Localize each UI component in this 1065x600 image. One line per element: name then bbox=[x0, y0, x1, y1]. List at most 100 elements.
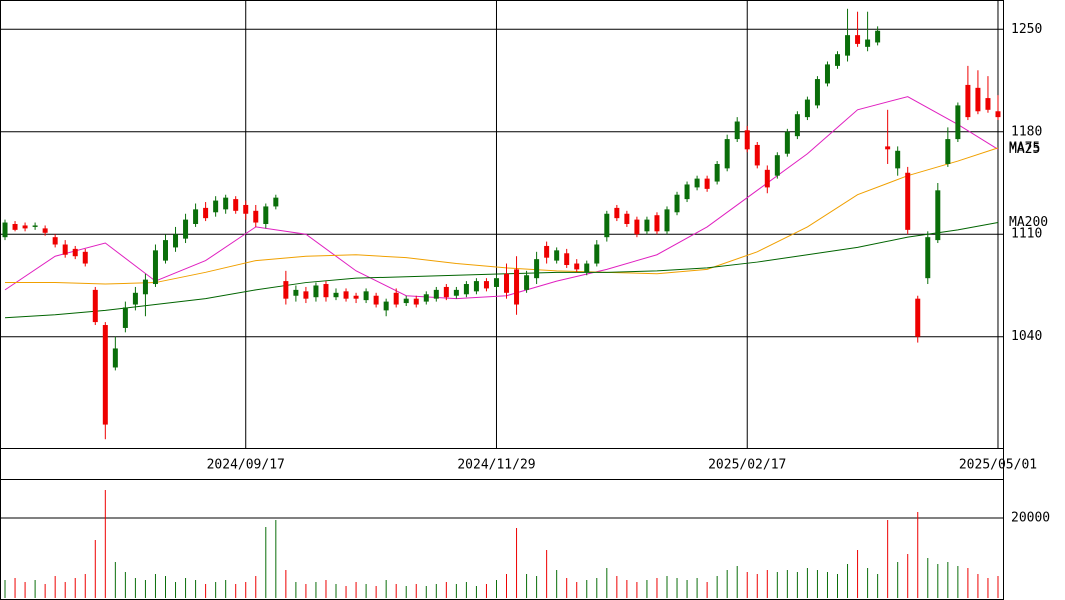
candle-body bbox=[804, 99, 810, 118]
candle-body bbox=[824, 64, 830, 84]
candle-body bbox=[203, 207, 209, 219]
candle-body bbox=[273, 197, 279, 207]
x-tick-label: 2025/05/01 bbox=[959, 458, 1037, 473]
candle-body bbox=[865, 39, 871, 47]
x-tick-label: 2025/02/17 bbox=[708, 458, 786, 473]
ma-label: MA200 bbox=[1009, 215, 1048, 230]
candle-body bbox=[835, 54, 841, 66]
candle-body bbox=[433, 289, 439, 299]
candle-body bbox=[233, 199, 239, 211]
candle-body bbox=[634, 219, 640, 235]
candle-body bbox=[493, 278, 499, 287]
candle-body bbox=[162, 240, 168, 261]
candle-body bbox=[353, 295, 359, 299]
candle-body bbox=[694, 178, 700, 188]
candle-body bbox=[885, 146, 891, 150]
candle-body bbox=[112, 348, 118, 368]
candle-body bbox=[855, 35, 861, 44]
candle-body bbox=[142, 279, 148, 295]
candle-body bbox=[32, 225, 38, 227]
candle-body bbox=[403, 298, 409, 304]
candle-body bbox=[574, 263, 580, 270]
candle-body bbox=[183, 219, 189, 239]
candle-body bbox=[975, 87, 981, 112]
candle-body bbox=[483, 281, 489, 289]
candle-body bbox=[965, 84, 971, 118]
ma-label: MA25 bbox=[1009, 142, 1040, 157]
candle-body bbox=[82, 251, 88, 264]
candle-body bbox=[564, 253, 570, 265]
candle-body bbox=[895, 150, 901, 169]
candle-body bbox=[504, 273, 510, 293]
candle-body bbox=[554, 250, 560, 261]
candle-body bbox=[955, 105, 961, 140]
candle-body bbox=[363, 291, 369, 301]
candle-body bbox=[253, 210, 259, 223]
candle-body bbox=[604, 213, 610, 238]
candle-body bbox=[624, 213, 630, 224]
candle-body bbox=[584, 263, 590, 273]
ma-label: MA75 bbox=[1009, 140, 1040, 155]
candle-body bbox=[303, 291, 309, 299]
candle-body bbox=[52, 237, 58, 245]
candle-body bbox=[92, 289, 98, 323]
candle-body bbox=[293, 289, 299, 296]
volume-frame bbox=[0, 479, 1004, 600]
candle-body bbox=[905, 172, 911, 230]
candle-body bbox=[754, 144, 760, 166]
candle-body bbox=[173, 234, 179, 248]
candle-body bbox=[594, 244, 600, 264]
candle-body bbox=[524, 275, 530, 290]
candle-body bbox=[413, 298, 419, 305]
candle-body bbox=[724, 139, 730, 169]
candle-body bbox=[845, 35, 851, 56]
candle-body bbox=[343, 291, 349, 299]
y-tick-label: 1110 bbox=[1011, 227, 1042, 242]
candle-body bbox=[213, 200, 219, 213]
y-tick-label: 1040 bbox=[1011, 329, 1042, 344]
candle-body bbox=[333, 292, 339, 298]
candle-body bbox=[102, 325, 108, 425]
candle-body bbox=[373, 295, 379, 305]
candle-body bbox=[945, 139, 951, 164]
y-tick-label: 1180 bbox=[1011, 124, 1042, 139]
candle-body bbox=[684, 184, 690, 200]
price-frame bbox=[0, 0, 1004, 449]
candle-body bbox=[223, 197, 229, 210]
candle-body bbox=[463, 284, 469, 295]
candle-body bbox=[473, 281, 479, 292]
candle-body bbox=[243, 204, 249, 214]
candle-body bbox=[383, 301, 389, 311]
candle-body bbox=[704, 178, 710, 189]
candle-body bbox=[935, 190, 941, 241]
candle-body bbox=[985, 98, 991, 110]
candle-body bbox=[12, 224, 18, 230]
x-tick-label: 2024/11/29 bbox=[457, 458, 535, 473]
candle-body bbox=[423, 294, 429, 302]
candle-body bbox=[744, 130, 750, 150]
candle-body bbox=[2, 222, 8, 238]
candle-body bbox=[443, 286, 449, 298]
candle-body bbox=[654, 215, 660, 232]
candle-body bbox=[875, 30, 881, 43]
candle-body bbox=[42, 228, 48, 233]
candle-body bbox=[263, 206, 269, 224]
candle-body bbox=[72, 248, 78, 257]
candle-body bbox=[664, 209, 670, 232]
candle-body bbox=[453, 289, 459, 296]
candle-body bbox=[132, 292, 138, 305]
candle-body bbox=[283, 281, 289, 299]
y-tick-label: 20000 bbox=[1011, 511, 1050, 526]
x-tick-label: 2024/09/17 bbox=[207, 458, 285, 473]
candle-body bbox=[674, 194, 680, 213]
candle-body bbox=[714, 163, 720, 182]
candle-body bbox=[925, 237, 931, 279]
candle-body bbox=[514, 269, 520, 305]
y-tick-label: 1250 bbox=[1011, 22, 1042, 37]
candle-body bbox=[193, 209, 199, 224]
candle-body bbox=[614, 207, 620, 219]
candle-body bbox=[323, 284, 329, 298]
candle-body bbox=[814, 79, 820, 106]
candle-body bbox=[152, 250, 158, 285]
